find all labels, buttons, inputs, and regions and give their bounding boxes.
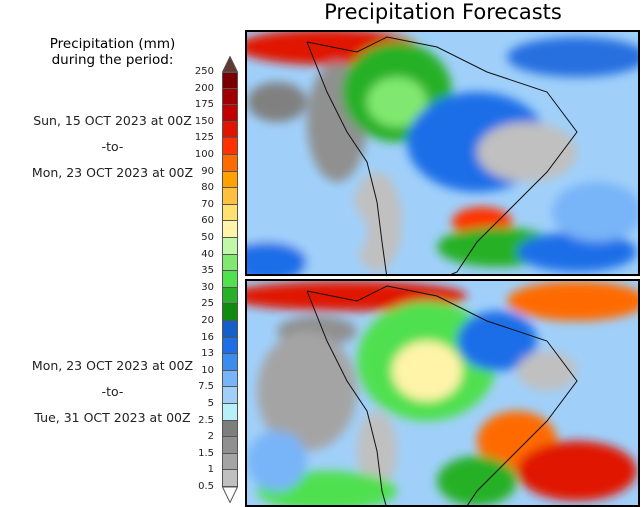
legend-title-line: during the period: [51, 52, 174, 68]
colorbar-swatch [222, 204, 238, 222]
colorbar-tick-label: 35 [201, 265, 214, 277]
colorbar-swatch [222, 221, 238, 238]
colorbar-tick-label: 2.5 [198, 414, 214, 426]
colorbar-tick-label: 175 [194, 99, 214, 111]
colorbar-swatch [222, 470, 238, 487]
colorbar-tick-label: 2 [207, 431, 214, 443]
colorbar-swatch [222, 453, 238, 471]
colorbar-tick-label: 1.5 [198, 447, 214, 459]
chart-title: Precipitation Forecasts [324, 0, 562, 24]
colorbar-swatch [222, 238, 238, 255]
colorbar-swatch [222, 72, 238, 89]
colorbar-swatch [222, 370, 238, 388]
colorbar-swatch [222, 88, 238, 106]
colorbar-tick-label: 70 [201, 198, 214, 210]
colorbar-swatch [222, 304, 238, 321]
period-2-label: Mon, 23 OCT 2023 at 00Z -to- Tue, 31 OCT… [0, 353, 225, 431]
colorbar-swatch [222, 254, 238, 272]
colorbar-swatch [222, 271, 238, 288]
period-sep: -to- [101, 139, 124, 154]
colorbar-swatch [222, 420, 238, 438]
legend-title: Precipitation (mm) during the period: [0, 36, 225, 68]
colorbar-tick-label: 30 [201, 281, 214, 293]
colorbar-tick-label: 200 [194, 82, 214, 94]
colorbar-swatch [222, 171, 238, 189]
colorbar-swatch [222, 321, 238, 338]
colorbar-swatch [222, 105, 238, 122]
colorbar-tick-label: 125 [194, 132, 214, 144]
legend-title-line: Precipitation (mm) [49, 36, 176, 52]
colorbar-tick-label: 250 [194, 66, 214, 77]
colorbar-tick-label: 16 [201, 331, 214, 343]
colorbar-swatch [222, 188, 238, 205]
colorbar-swatch [222, 287, 238, 305]
colorbar-tick-label: 0.5 [198, 481, 214, 492]
colorbar-tick-label: 25 [201, 298, 214, 310]
colorbar-tick-label: 150 [194, 115, 214, 127]
colorbar-tick-label: 13 [201, 348, 214, 360]
colorbar-swatch [222, 404, 238, 421]
colorbar-swatch [222, 155, 238, 172]
period-1-label: Sun, 15 OCT 2023 at 00Z -to- Mon, 23 OCT… [0, 108, 225, 186]
colorbar-tick-label: 40 [201, 248, 214, 260]
period-start: Sun, 15 OCT 2023 at 00Z [33, 113, 192, 128]
colorbar-swatch [222, 354, 238, 371]
colorbar-tick-label: 5 [207, 398, 214, 409]
colorbar-swatch [222, 121, 238, 139]
colorbar-tick-label: 80 [201, 182, 214, 194]
colorbar-over-triangle [222, 56, 238, 72]
colorbar-tick-label: 10 [201, 364, 214, 376]
colorbar-under-triangle [222, 487, 238, 503]
colorbar-swatch [222, 387, 238, 404]
colorbar-tick-label: 7.5 [198, 381, 214, 393]
forecast-map-period-2 [245, 279, 640, 507]
colorbar-tick-label: 20 [201, 315, 214, 326]
colorbar-tick-label: 90 [201, 165, 214, 177]
colorbar-swatch [222, 437, 238, 454]
colorbar-tick-label: 50 [201, 232, 214, 243]
forecast-map-period-1 [245, 30, 640, 276]
period-end: Tue, 31 OCT 2023 at 00Z [34, 410, 191, 425]
colorbar-tick-label: 60 [201, 215, 214, 227]
colorbar-swatch [222, 138, 238, 155]
period-start: Mon, 23 OCT 2023 at 00Z [31, 358, 194, 373]
colorbar-tick-label: 100 [194, 149, 214, 160]
colorbar-tick-label: 1 [207, 464, 214, 476]
period-end: Mon, 23 OCT 2023 at 00Z [31, 165, 194, 180]
colorbar-swatch [222, 337, 238, 355]
period-sep: -to- [101, 384, 124, 399]
